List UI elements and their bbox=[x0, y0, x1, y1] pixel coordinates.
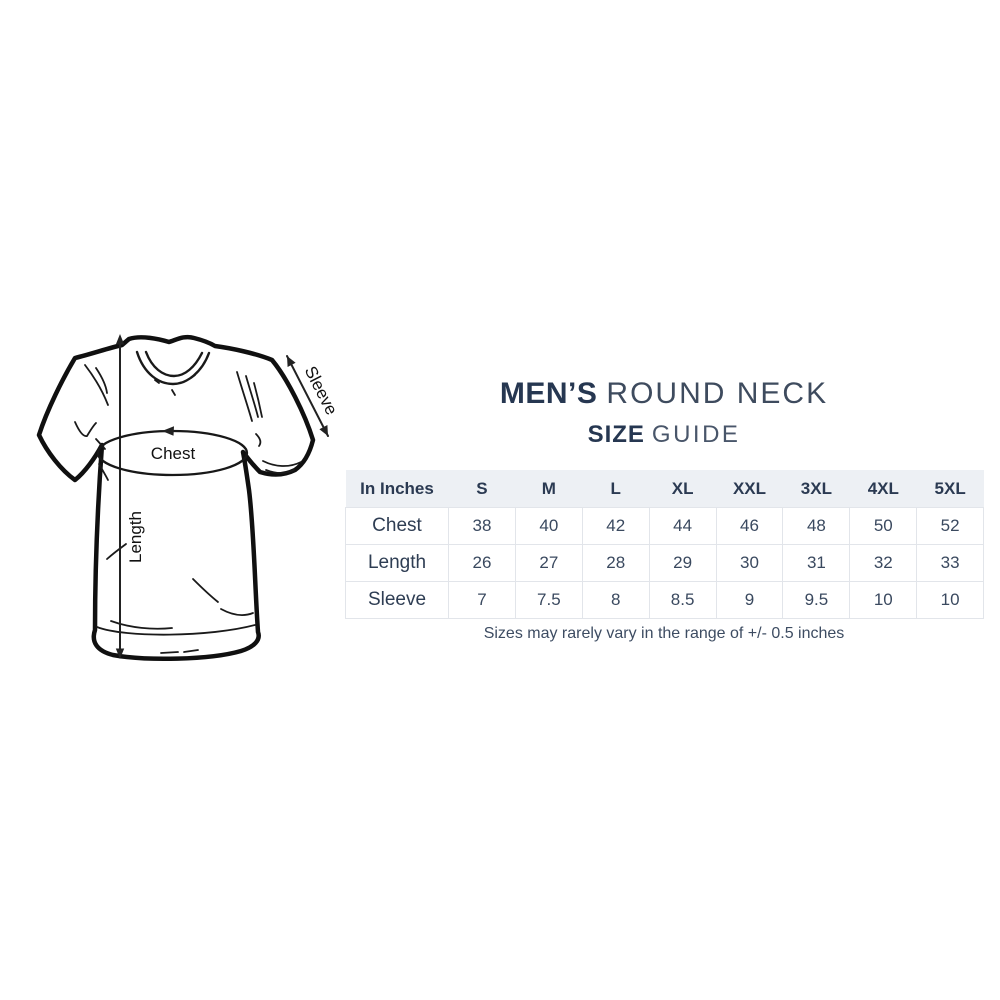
chest-arrowhead bbox=[162, 426, 174, 436]
page-title: MEN’S ROUND NECK bbox=[345, 378, 983, 410]
value-cell: 8.5 bbox=[648, 581, 717, 619]
value-cell: 7 bbox=[448, 581, 516, 619]
value-cell: 9 bbox=[715, 581, 784, 619]
size-note: Sizes may rarely vary in the range of +/… bbox=[483, 625, 845, 642]
value-cell: 38 bbox=[448, 507, 516, 545]
row-label: Chest bbox=[345, 507, 449, 545]
title-bold-part: MEN’S bbox=[499, 377, 598, 410]
tshirt-outline bbox=[36, 334, 316, 662]
header-cell-size: 5XL bbox=[916, 470, 984, 508]
fabric-fold-lines bbox=[74, 364, 302, 654]
size-table-header: In Inches S M L XL XXL 3XL 4XL 5XL bbox=[345, 470, 984, 508]
value-cell: 28 bbox=[581, 544, 650, 582]
header-cell-size: S bbox=[448, 470, 516, 508]
value-cell: 52 bbox=[916, 507, 985, 545]
header-cell-units: In Inches bbox=[345, 470, 449, 508]
size-table: In Inches S M L XL XXL 3XL 4XL 5XL Chest… bbox=[345, 470, 985, 619]
table-row-chest: Chest 38 40 42 44 46 48 50 52 bbox=[345, 507, 985, 545]
value-cell: 32 bbox=[849, 544, 918, 582]
tshirt-diagram: Chest Length Sleeve bbox=[36, 334, 342, 662]
value-cell: 7.5 bbox=[514, 581, 583, 619]
header-cell-size: XXL bbox=[716, 470, 783, 508]
sleeve-label: Sleeve bbox=[301, 363, 342, 418]
value-cell: 30 bbox=[715, 544, 784, 582]
header-cell-size: 3XL bbox=[782, 470, 850, 508]
subtitle-bold-part: SIZE bbox=[587, 421, 645, 448]
value-cell: 33 bbox=[916, 544, 985, 582]
value-cell: 9.5 bbox=[782, 581, 851, 619]
header-row: In Inches S M L XL XXL 3XL 4XL 5XL bbox=[345, 470, 984, 508]
chest-label: Chest bbox=[151, 444, 196, 463]
header-cell-size: M bbox=[515, 470, 583, 508]
value-cell: 26 bbox=[448, 544, 516, 582]
table-row-length: Length 26 27 28 29 30 31 32 33 bbox=[345, 544, 985, 582]
title-light-part: ROUND NECK bbox=[606, 377, 829, 410]
length-label: Length bbox=[126, 511, 145, 563]
row-label: Sleeve bbox=[345, 581, 449, 619]
page-subtitle: SIZE GUIDE bbox=[345, 422, 983, 448]
collar-lines bbox=[135, 350, 211, 396]
length-dimension-arrow bbox=[115, 334, 125, 659]
value-cell: 42 bbox=[581, 507, 650, 545]
value-cell: 50 bbox=[849, 507, 918, 545]
value-cell: 46 bbox=[715, 507, 784, 545]
table-row-sleeve: Sleeve 7 7.5 8 8.5 9 9.5 10 10 bbox=[345, 581, 985, 619]
value-cell: 48 bbox=[782, 507, 851, 545]
row-label: Length bbox=[345, 544, 449, 582]
subtitle-light-part: GUIDE bbox=[651, 421, 741, 448]
value-cell: 44 bbox=[648, 507, 717, 545]
sleeve-dimension-arrow bbox=[286, 355, 329, 437]
value-cell: 40 bbox=[514, 507, 583, 545]
chest-measure-ellipse bbox=[96, 426, 249, 477]
value-cell: 31 bbox=[782, 544, 851, 582]
header-cell-size: 4XL bbox=[849, 470, 917, 508]
header-cell-size: L bbox=[582, 470, 650, 508]
value-cell: 10 bbox=[849, 581, 918, 619]
value-cell: 10 bbox=[916, 581, 985, 619]
value-cell: 29 bbox=[648, 544, 717, 582]
value-cell: 27 bbox=[514, 544, 583, 582]
header-cell-size: XL bbox=[649, 470, 717, 508]
value-cell: 8 bbox=[581, 581, 650, 619]
